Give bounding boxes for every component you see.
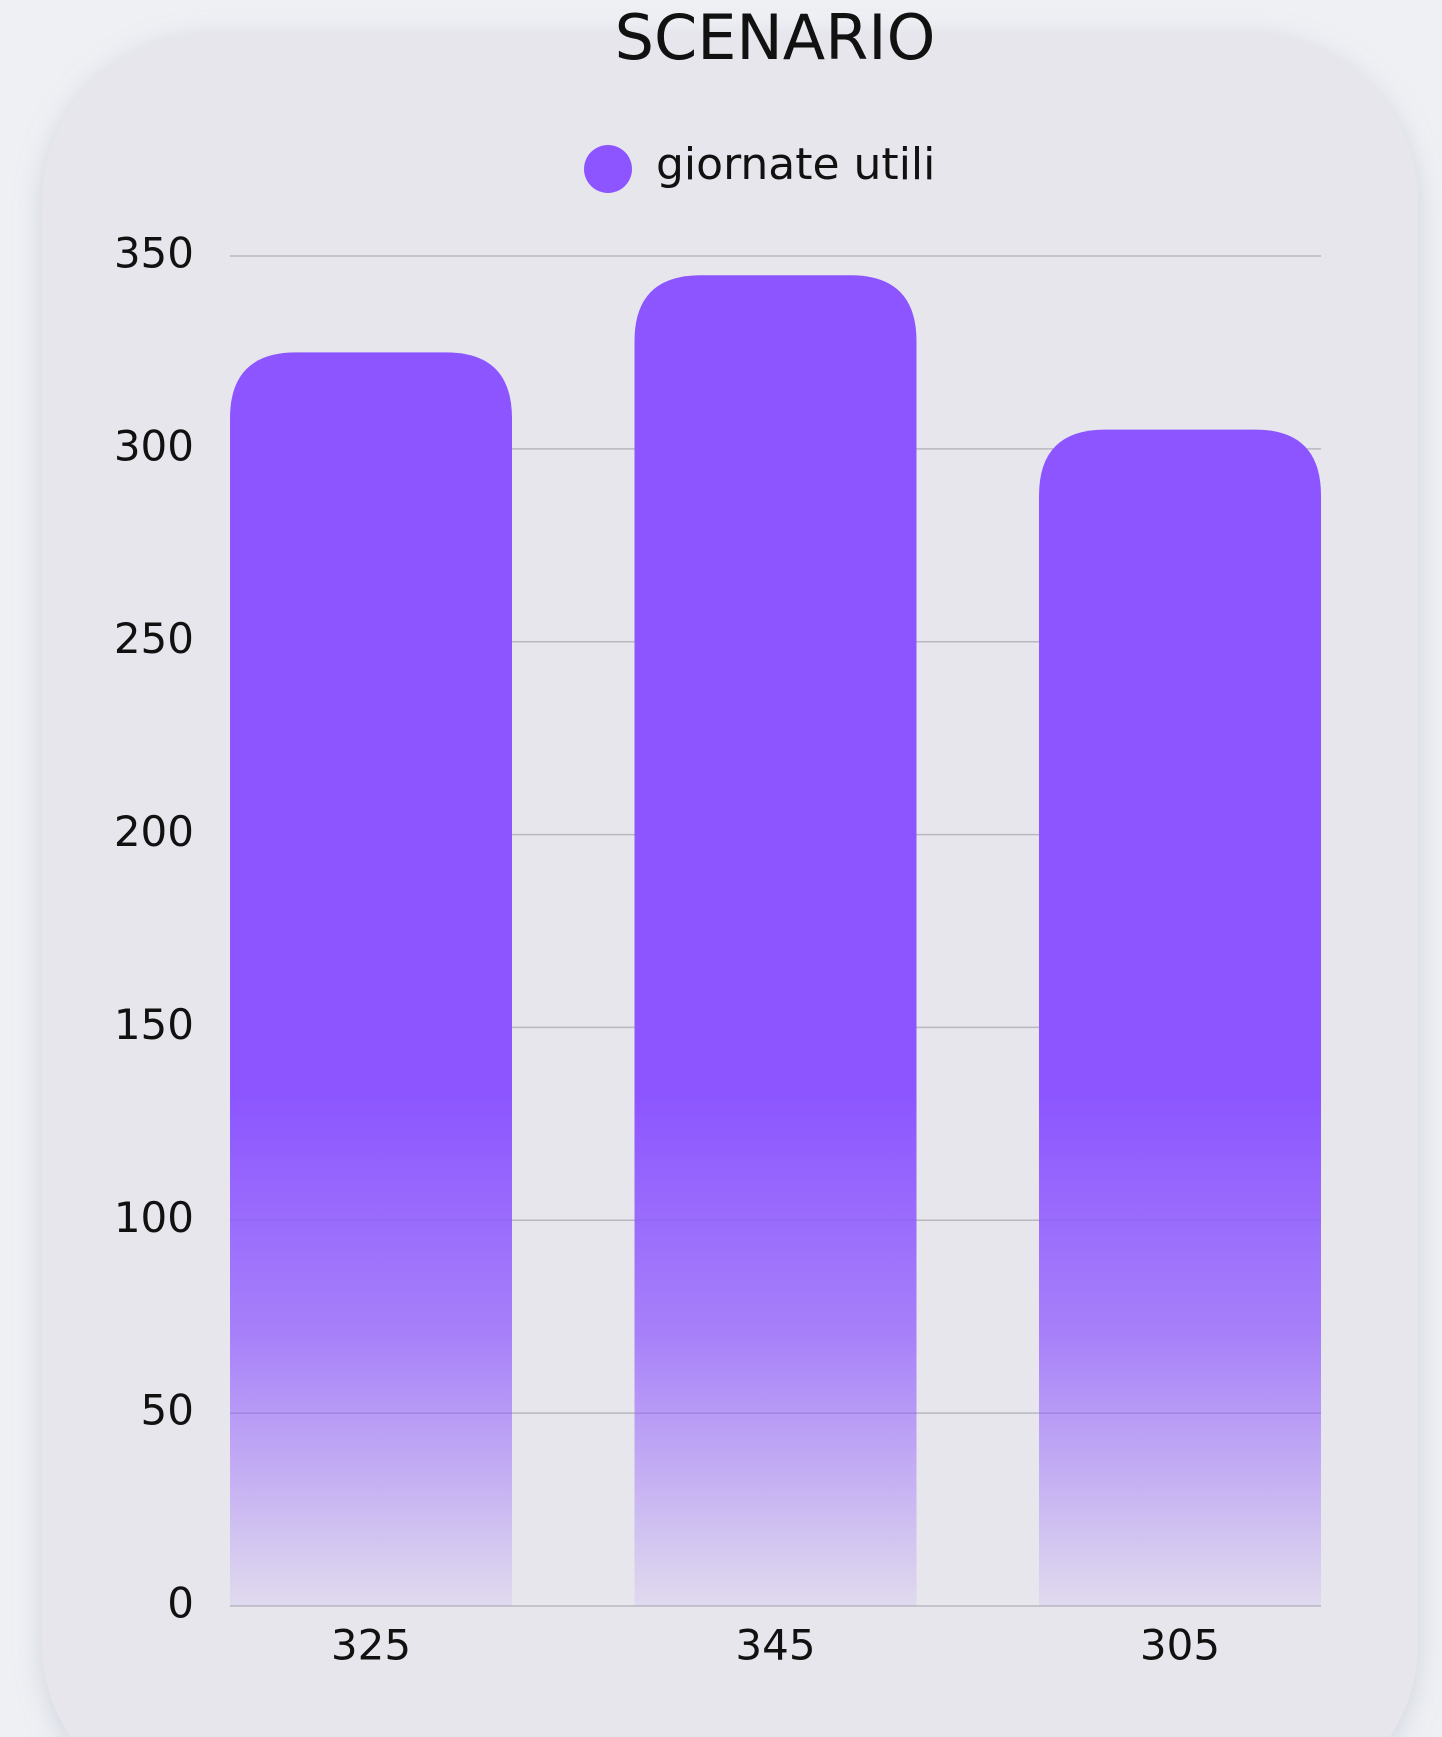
x-tick-label: 305 — [1140, 1621, 1220, 1670]
x-tick-label: 325 — [331, 1621, 411, 1670]
x-tick-label: 345 — [735, 1621, 815, 1670]
legend-swatch — [584, 145, 632, 193]
y-tick-label: 0 — [167, 1579, 194, 1628]
y-tick-label: 50 — [141, 1386, 194, 1435]
y-tick-label: 200 — [114, 807, 194, 856]
bar — [634, 275, 917, 1607]
y-tick-label: 300 — [114, 421, 194, 470]
y-tick-label: 250 — [114, 614, 194, 663]
chart-title: SCENARIO — [615, 1, 936, 74]
legend-label: giornate utili — [656, 139, 935, 190]
y-tick-label: 100 — [114, 1193, 194, 1242]
bar — [230, 352, 512, 1606]
y-tick-label: 150 — [114, 1000, 194, 1049]
bar — [1039, 429, 1321, 1607]
y-tick-label: 350 — [114, 229, 194, 278]
